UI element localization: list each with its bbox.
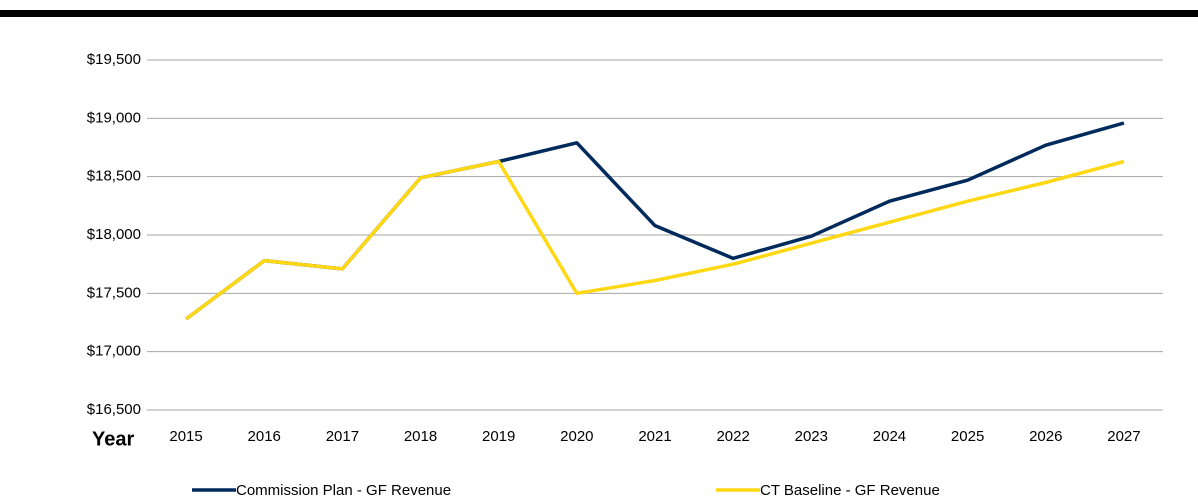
x-tick-label: 2021 bbox=[638, 428, 671, 445]
x-tick-label: 2018 bbox=[404, 428, 437, 445]
x-tick-label: 2025 bbox=[951, 428, 984, 445]
x-tick-label: 2019 bbox=[482, 428, 515, 445]
y-tick-label: $17,500 bbox=[87, 284, 141, 301]
y-tick-label: $18,000 bbox=[87, 226, 141, 243]
top-bar bbox=[0, 10, 1198, 17]
x-tick-label: 2027 bbox=[1107, 428, 1140, 445]
y-tick-label: $19,000 bbox=[87, 109, 141, 126]
x-tick-label: 2017 bbox=[326, 428, 359, 445]
y-tick-label: $19,500 bbox=[87, 51, 141, 68]
y-tick-label: $16,500 bbox=[87, 401, 141, 418]
legend-label: CT Baseline - GF Revenue bbox=[760, 482, 940, 499]
y-tick-label: $18,500 bbox=[87, 168, 141, 185]
x-tick-label: 2016 bbox=[248, 428, 281, 445]
legend-label: Commission Plan - GF Revenue bbox=[236, 482, 451, 499]
x-tick-label: 2022 bbox=[716, 428, 749, 445]
x-axis-label: Year bbox=[92, 428, 134, 450]
x-tick-label: 2015 bbox=[169, 428, 202, 445]
y-tick-label: $17,000 bbox=[87, 343, 141, 360]
x-tick-label: 2023 bbox=[795, 428, 828, 445]
series-line bbox=[185, 121, 1125, 321]
x-tick-label: 2020 bbox=[560, 428, 593, 445]
x-tick-label: 2024 bbox=[873, 428, 906, 445]
x-tick-label: 2026 bbox=[1029, 428, 1062, 445]
series-line bbox=[185, 159, 1125, 321]
